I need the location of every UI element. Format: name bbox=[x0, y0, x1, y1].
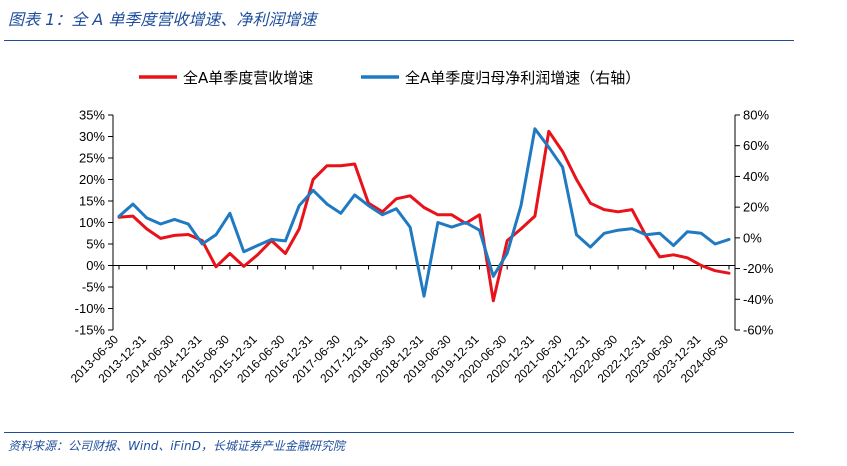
legend-label-profit: 全A单季度归母净利润增速（右轴） bbox=[405, 69, 640, 87]
left-tick-label: 35% bbox=[79, 108, 105, 123]
right-tick-label: 60% bbox=[743, 138, 769, 153]
figure-title: 图表 1：全 A 单季度营收增速、净利润增速 bbox=[8, 10, 317, 29]
series-lines bbox=[117, 127, 731, 303]
right-tick-label: 80% bbox=[743, 108, 769, 123]
left-tick-label: 10% bbox=[79, 215, 105, 230]
left-tick-label: 25% bbox=[79, 151, 105, 166]
right-tick-label: -20% bbox=[743, 261, 774, 276]
axes bbox=[112, 115, 736, 330]
left-tick-label: 15% bbox=[79, 194, 105, 209]
legend: 全A单季度营收增速 全A单季度归母净利润增速（右轴） bbox=[139, 69, 640, 87]
legend-label-revenue: 全A单季度营收增速 bbox=[183, 69, 313, 87]
x-axis: 2013-06-302013-12-312014-06-302014-12-31… bbox=[68, 265, 731, 386]
right-tick-label: 40% bbox=[743, 169, 769, 184]
left-tick-label: -15% bbox=[75, 323, 106, 338]
source-note: 资料来源：公司财报、Wind、iFinD，长城证券产业金融研究院 bbox=[8, 439, 345, 453]
series-line-profit bbox=[117, 127, 731, 298]
left-tick-label: -10% bbox=[75, 301, 106, 316]
left-tick-label: 5% bbox=[86, 237, 105, 252]
left-tick-label: 30% bbox=[79, 129, 105, 144]
series-line-revenue bbox=[117, 129, 731, 303]
left-tick-label: 0% bbox=[86, 258, 105, 273]
right-tick-label: -40% bbox=[743, 292, 774, 307]
right-tick-label: 0% bbox=[743, 230, 762, 245]
right-y-axis: 80% 60% 40% 20% 0% -20% -40% -60% bbox=[735, 108, 774, 338]
left-tick-label: -5% bbox=[82, 280, 106, 295]
top-rule bbox=[4, 40, 794, 41]
right-tick-label: -60% bbox=[743, 323, 774, 338]
bottom-rule bbox=[4, 432, 794, 433]
right-tick-label: 20% bbox=[743, 200, 769, 215]
left-tick-label: 20% bbox=[79, 172, 105, 187]
left-y-axis: 35% 30% 25% 20% 15% 10% 5% 0% -5% -10% -15% bbox=[75, 108, 113, 338]
